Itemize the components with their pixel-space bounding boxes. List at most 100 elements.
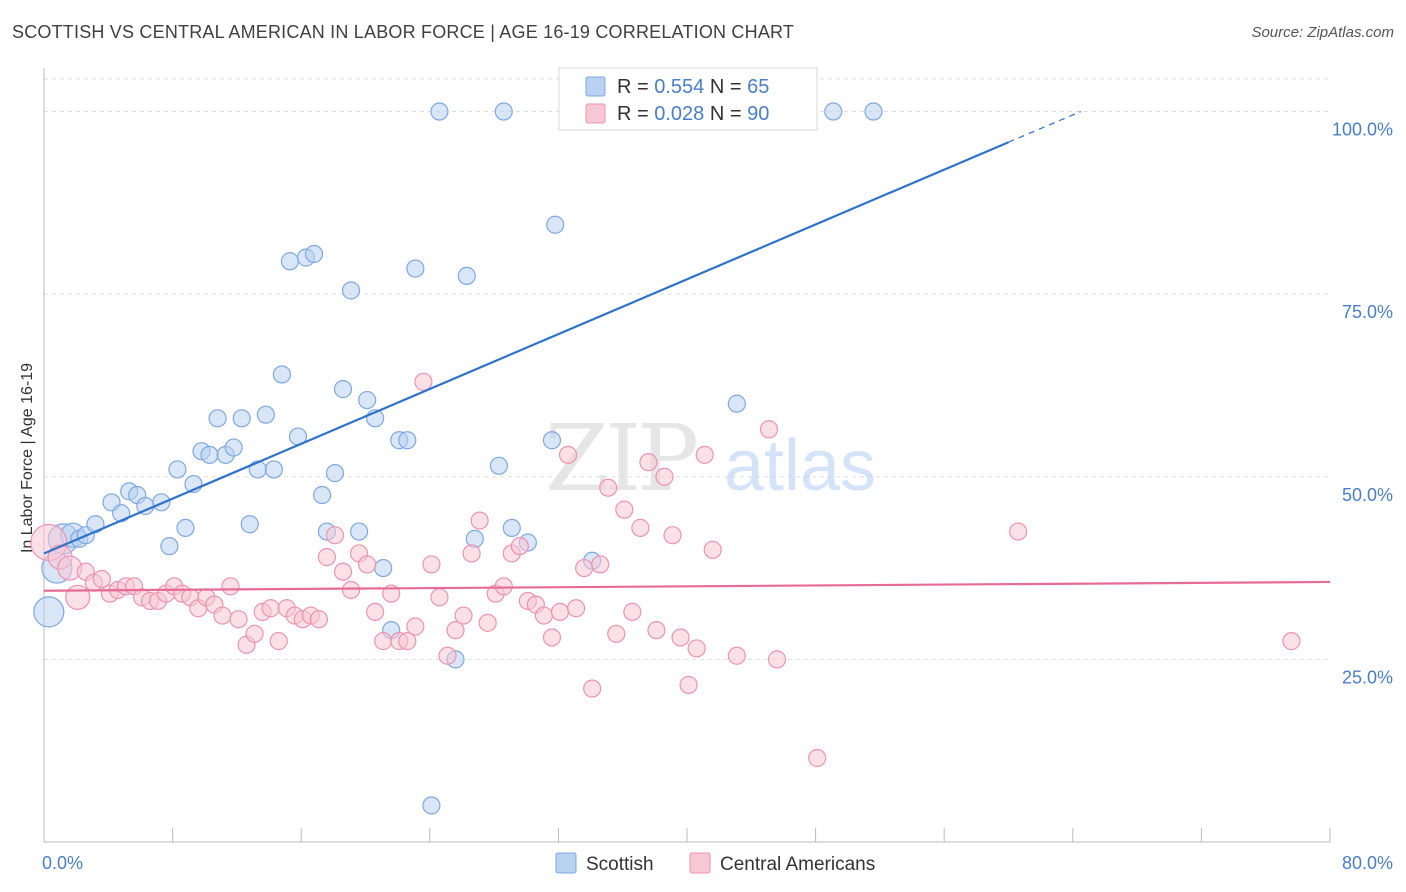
central-point: [438, 646, 457, 665]
central-point: [759, 420, 779, 439]
scottish-trend-line: [43, 141, 1009, 555]
central-point: [494, 577, 513, 596]
scottish-legend-stats: R = 0.554 N = 65: [617, 76, 769, 98]
central-point: [671, 628, 690, 647]
central-legend-stats: R = 0.028 N = 90: [617, 103, 769, 125]
central-point: [647, 621, 666, 640]
scottish-point: [232, 409, 251, 428]
scottish-point: [272, 365, 292, 384]
central-point: [615, 500, 634, 519]
source-label: Source: ZipAtlas.com: [1251, 24, 1394, 41]
scottish-point: [398, 431, 417, 450]
central-point: [406, 617, 425, 636]
legend-text-part: R =: [617, 76, 654, 98]
central-point: [663, 526, 682, 545]
central-point: [639, 453, 658, 472]
central-point: [703, 540, 722, 559]
central-point: [727, 646, 746, 665]
scottish-point: [86, 515, 105, 534]
central-point: [446, 621, 465, 640]
central-point: [333, 562, 353, 581]
central-point: [229, 610, 248, 629]
central-point: [414, 372, 433, 391]
stats-legend: R = 0.554 N = 65 R = 0.028 N = 90: [558, 67, 818, 131]
central-point: [542, 628, 562, 647]
central-point: [478, 613, 497, 632]
grid-lines: [44, 78, 1330, 660]
tick-labels: 25.0% 50.0% 75.0% 100.0% 0.0% 80.0%: [42, 120, 1393, 873]
chart-title: SCOTTISH VS CENTRAL AMERICAN IN LABOR FO…: [12, 22, 795, 42]
scottish-point: [502, 518, 521, 537]
scottish-point: [422, 796, 441, 815]
central-point: [398, 632, 417, 651]
legend-text-part: N =: [704, 103, 747, 125]
central-point: [808, 748, 827, 768]
central-point: [213, 606, 232, 625]
central-point: [591, 555, 610, 574]
central-point: [679, 675, 698, 695]
scottish-point: [542, 431, 562, 450]
scottish-trend-extension: [1008, 110, 1082, 143]
scottish-point: [457, 266, 476, 285]
scottish-point: [280, 252, 300, 271]
central-point: [767, 650, 787, 669]
central-point: [221, 577, 240, 596]
legend-text-part: R =: [617, 103, 654, 125]
watermark-atlas: atlas: [724, 426, 876, 506]
scottish-point: [304, 244, 324, 264]
scottish-point: [33, 596, 65, 628]
y-tick-label: 100.0%: [1332, 120, 1393, 140]
axes: [43, 68, 1331, 843]
scottish-point: [374, 558, 393, 578]
scottish-point: [240, 515, 259, 534]
scottish-bottom-legend-swatch: [555, 852, 577, 874]
scottish-point: [349, 522, 369, 541]
scottish-point: [430, 102, 449, 121]
central-point: [358, 555, 377, 574]
central-point: [462, 544, 481, 563]
scottish-point: [112, 504, 131, 523]
central-legend-swatch: [585, 103, 606, 124]
scottish-point: [341, 281, 361, 300]
central-point: [550, 602, 570, 622]
central-point: [631, 518, 650, 537]
central-point: [269, 632, 288, 651]
scottish-point: [489, 456, 509, 475]
scottish-point: [824, 102, 843, 121]
central-point: [655, 467, 674, 486]
central-point: [695, 445, 714, 464]
scottish-legend-swatch: [585, 76, 606, 97]
scottish-point: [200, 445, 219, 464]
central-point: [341, 580, 361, 600]
central-bottom-legend-label: Central Americans: [720, 854, 875, 875]
legend-text-part: 90: [747, 103, 769, 125]
central-point: [599, 478, 618, 497]
scottish-point: [333, 380, 353, 399]
scottish-point: [494, 102, 513, 121]
legend-text-part: 65: [747, 76, 769, 98]
central-point: [687, 639, 706, 658]
scottish-point: [248, 460, 267, 479]
x-tick-label: 0.0%: [42, 853, 83, 873]
central-point: [583, 679, 602, 698]
central-point: [470, 511, 489, 530]
scottish-point: [224, 438, 243, 457]
central-trend-line: [43, 580, 1331, 592]
trend-lines: [43, 110, 1331, 592]
central-point: [575, 558, 594, 578]
central-point: [1282, 632, 1301, 651]
scottish-point: [358, 390, 377, 410]
central-point: [245, 624, 264, 643]
central-point: [422, 555, 441, 574]
central-point: [1009, 522, 1028, 541]
central-point: [566, 599, 586, 618]
legend-text-part: 0.554: [654, 76, 704, 98]
central-point: [366, 602, 385, 622]
scottish-bottom-legend-label: Scottish: [586, 854, 654, 875]
central-point: [510, 537, 529, 556]
y-tick-label: 25.0%: [1342, 667, 1393, 687]
x-tick-label: 80.0%: [1342, 853, 1393, 873]
central-point: [534, 606, 554, 625]
scottish-point: [325, 464, 345, 483]
